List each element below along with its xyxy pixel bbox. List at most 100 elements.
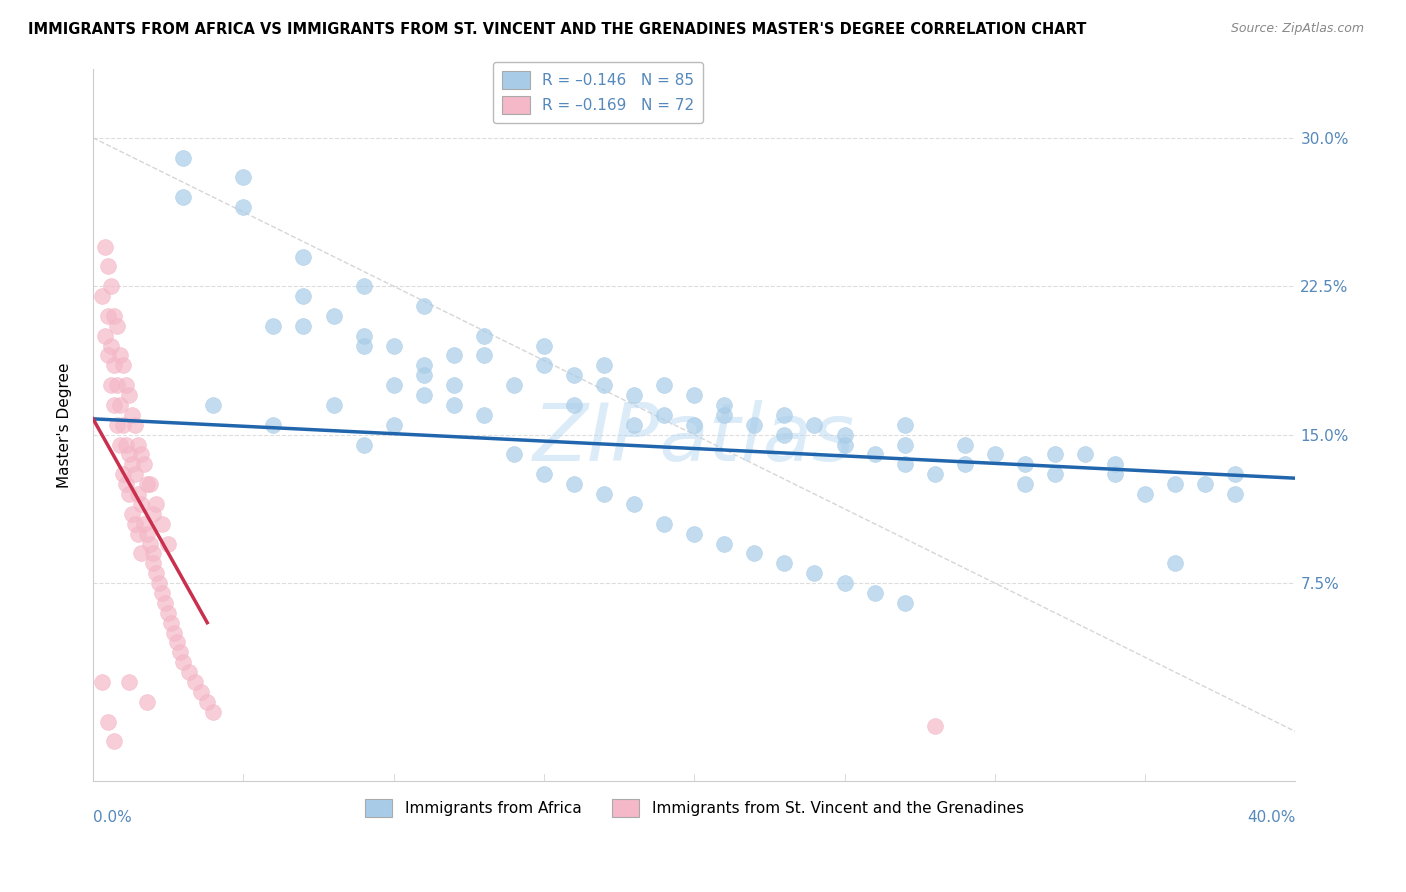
Point [443,398,465,412]
Point [112,359,135,373]
Point [803,417,825,432]
Point [773,427,796,442]
Point [100,279,122,293]
Point [127,487,149,501]
Point [121,507,143,521]
Point [652,408,675,422]
Point [863,447,886,461]
Point [172,655,194,669]
Point [121,408,143,422]
Point [142,507,165,521]
Point [292,318,315,333]
Point [412,299,434,313]
Point [893,596,915,610]
Point [353,338,375,352]
Point [1104,467,1126,482]
Point [593,359,616,373]
Point [1014,477,1036,491]
Point [533,359,555,373]
Point [1164,557,1187,571]
Point [112,467,135,482]
Point [112,417,135,432]
Point [136,477,159,491]
Point [105,378,128,392]
Point [623,417,645,432]
Point [232,200,254,214]
Point [157,536,180,550]
Point [713,536,735,550]
Point [100,338,122,352]
Point [160,615,183,630]
Point [353,437,375,451]
Point [190,685,212,699]
Point [953,437,976,451]
Text: Source: ZipAtlas.com: Source: ZipAtlas.com [1230,22,1364,36]
Point [683,417,706,432]
Point [150,516,173,531]
Point [121,458,143,472]
Point [953,458,976,472]
Point [148,576,170,591]
Point [145,566,167,581]
Point [412,359,434,373]
Point [184,675,207,690]
Point [1194,477,1216,491]
Point [172,151,194,165]
Point [169,645,191,659]
Point [863,586,886,600]
Point [502,378,524,392]
Point [124,516,146,531]
Point [1043,447,1066,461]
Point [118,675,141,690]
Point [382,378,405,392]
Point [984,447,1007,461]
Point [262,417,284,432]
Point [744,417,766,432]
Point [1043,467,1066,482]
Point [142,546,165,560]
Point [105,417,128,432]
Point [129,546,152,560]
Point [472,349,495,363]
Text: 0.0%: 0.0% [93,810,132,824]
Point [124,467,146,482]
Point [179,665,201,680]
Point [924,718,946,732]
Point [202,398,225,412]
Point [353,279,375,293]
Point [292,289,315,303]
Point [100,378,122,392]
Point [652,516,675,531]
Point [129,447,152,461]
Point [443,378,465,392]
Point [232,170,254,185]
Point [322,309,344,323]
Point [834,427,856,442]
Point [124,417,146,432]
Point [136,526,159,541]
Point [97,309,120,323]
Point [115,437,138,451]
Point [382,417,405,432]
Point [292,250,315,264]
Point [562,477,585,491]
Point [103,398,125,412]
Point [893,437,915,451]
Point [562,398,585,412]
Point [153,596,176,610]
Point [115,477,138,491]
Point [533,338,555,352]
Point [472,328,495,343]
Point [108,398,131,412]
Point [353,328,375,343]
Point [412,368,434,383]
Point [139,536,162,550]
Point [103,734,125,748]
Point [683,526,706,541]
Point [773,557,796,571]
Point [773,408,796,422]
Point [103,309,125,323]
Legend: Immigrants from Africa, Immigrants from St. Vincent and the Grenadines: Immigrants from Africa, Immigrants from … [359,793,1029,823]
Point [623,388,645,402]
Point [322,398,344,412]
